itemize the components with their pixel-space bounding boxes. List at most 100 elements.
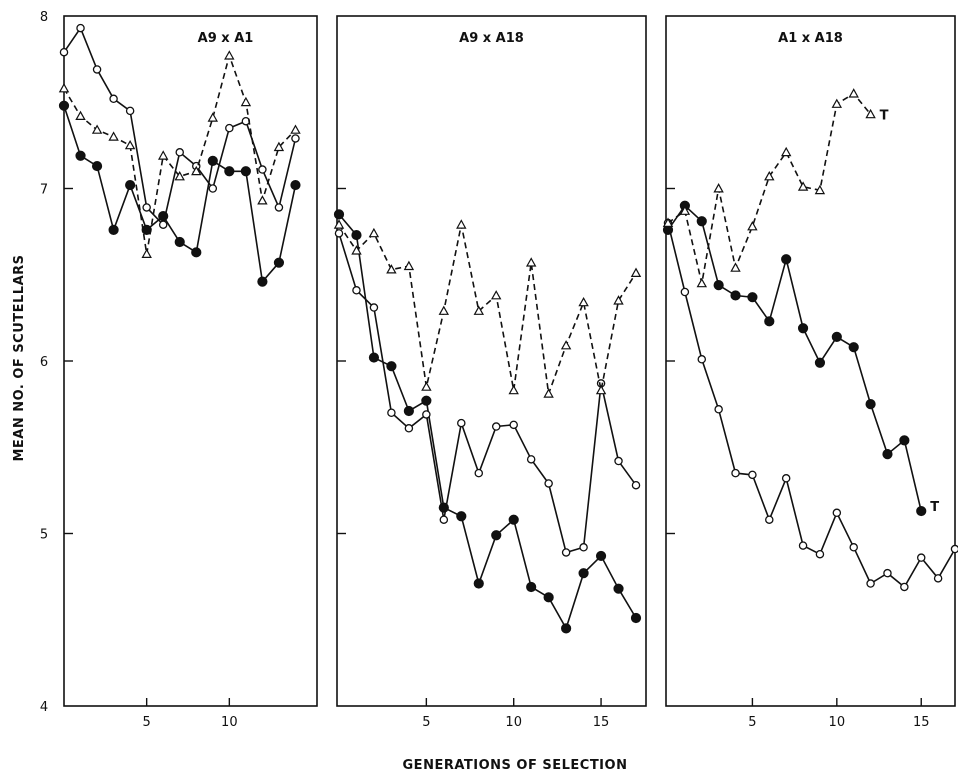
panel-2-series-2-point-6 — [439, 515, 449, 524]
panel-2-series-2-point-0 — [334, 229, 344, 238]
panel-3-series-2-point-16 — [933, 574, 943, 583]
panel-1-series-3-point-8 — [191, 165, 202, 176]
panel-3: 5 10 15 A1 x A18 T T — [662, 15, 958, 730]
panel-1-series-1-point-1 — [75, 150, 86, 161]
panel-2-series-1-point-10 — [508, 514, 519, 525]
panel-3-x-tick-label-15: 15 — [913, 715, 930, 730]
panel-2-series-2-point-7 — [457, 418, 466, 428]
panel-1-series-2-point-12 — [258, 165, 267, 174]
panel-1-series-1-point-12 — [257, 276, 268, 287]
panel-2-series-1-point-8 — [473, 578, 484, 589]
y-tick-label-6: 6 — [40, 355, 48, 370]
panel-3-series-1-point-11 — [848, 342, 859, 353]
panel-3-series-3-point-1 — [679, 205, 691, 215]
x-axis-label: GENERATIONS OF SELECTION — [403, 758, 628, 773]
panel-3-series-3-point-6 — [764, 170, 775, 181]
panel-3-series-3-point-7 — [780, 146, 792, 157]
panel-1-series-1-point-3 — [108, 224, 119, 235]
panel-3-series-1-point-12 — [865, 399, 876, 410]
y-axis-label: MEAN NO. OF SCUTELLARS — [12, 254, 27, 461]
panel-2-series-3-line — [338, 224, 637, 395]
panel-1-series-1-point-11 — [240, 166, 251, 177]
panel-2-series-2-point-13 — [561, 548, 571, 557]
panel-3-series-2-point-7 — [781, 474, 791, 483]
panel-3-series-1-line — [667, 204, 922, 512]
panel-1-series-2-point-2 — [92, 65, 102, 74]
panel-1-series-3-point-6 — [157, 150, 169, 160]
panel-3-frame — [665, 15, 956, 707]
panel-3-series-3-point-5 — [747, 220, 758, 231]
panel-2-series-2-point-4 — [404, 424, 414, 433]
panel-2-series-2-point-11 — [526, 455, 536, 464]
panel-2-series-2-point-3 — [387, 408, 396, 417]
panel-2-series-3-point-15 — [595, 384, 607, 395]
panel-2-series-1-point-14 — [578, 568, 589, 579]
panel-1-series-3-point-10 — [224, 50, 235, 60]
panel-2-series-3-point-9 — [490, 290, 502, 300]
panel-3-series-3-point-11 — [848, 88, 859, 98]
panel-3-series-1-point-14 — [899, 435, 910, 446]
panel-2: 5 10 15 A9 x A18 — [333, 15, 647, 730]
panel-3-x-tick-label-5: 5 — [748, 715, 756, 730]
panel-1-series-2-point-6 — [158, 220, 168, 229]
panel-3-series-3-line — [667, 92, 872, 284]
panel-2-series-1-point-1 — [351, 229, 362, 241]
panel-2-x-tick-label-15: 15 — [593, 715, 610, 730]
panel-1-series-1-point-14 — [290, 179, 301, 191]
panel-1-series-2-line — [63, 26, 297, 227]
panel-1-series-1-point-10 — [224, 166, 235, 177]
panel-3-series-2-point-11 — [849, 543, 858, 552]
panel-3-series-2-point-10 — [832, 508, 842, 518]
panel-1-series-1-point-7 — [174, 236, 185, 248]
panel-2-series-1-point-13 — [561, 623, 572, 634]
panel-2-series-1-line — [338, 213, 637, 631]
panel-2-series-2-point-12 — [544, 479, 553, 488]
panel-3-series-2-point-13 — [883, 568, 892, 578]
panel-2-series-1-point-2 — [368, 352, 380, 363]
panel-2-series-2-point-2 — [369, 303, 379, 312]
panel-3-x-tick-label-10: 10 — [829, 715, 846, 730]
panel-1-series-2-point-7 — [175, 148, 184, 157]
panel-3-series-3-point-4 — [730, 262, 741, 272]
panel-2-series-2-point-10 — [509, 420, 518, 430]
panel-3-series-1-point-10 — [831, 331, 842, 342]
panel-1-series-2-point-0 — [59, 47, 69, 57]
panel-3-series-2-point-4 — [731, 468, 740, 478]
panel-3-series-1-point-9 — [814, 357, 826, 368]
panel-1-series-3-point-12 — [257, 195, 268, 205]
panel-1: 5 10 A9 x A1 — [58, 15, 318, 730]
panel-2-series-1-point-0 — [333, 209, 345, 220]
panel-3-series-1-point-13 — [882, 449, 893, 460]
panel-1-x-tick-label-5: 5 — [143, 715, 151, 730]
panel-2-series-1-point-7 — [456, 511, 467, 522]
panel-3-series-1-point-8 — [797, 323, 809, 334]
y-tick-label-8: 8 — [40, 10, 48, 25]
y-tick-label-5: 5 — [40, 528, 48, 543]
panel-1-series-3-point-14 — [290, 124, 301, 134]
panel-3-annotation-2: T — [930, 500, 939, 515]
panel-3-series-3-point-8 — [797, 181, 809, 191]
panel-1-series-3-point-13 — [273, 141, 285, 152]
marks-layer: 5 10 A9 x A1 5 10 15 A9 x A18 5 10 15 A1 x A18 T T — [58, 15, 958, 730]
panel-2-series-3-point-16 — [613, 295, 624, 305]
axes-layer: 4 5 6 7 8 — [40, 10, 48, 715]
panel-1-series-2-point-13 — [274, 203, 284, 212]
panel-3-series-2-point-5 — [748, 470, 757, 480]
panel-2-series-3-point-1 — [351, 245, 362, 255]
panel-1-series-2-point-4 — [125, 106, 135, 116]
panel-2-x-tick-label-10: 10 — [505, 715, 522, 730]
panel-2-series-3-point-14 — [578, 296, 589, 307]
panel-3-series-2-line — [667, 222, 956, 589]
panel-1-series-2-point-9 — [208, 184, 218, 193]
panel-3-series-3-point-10 — [831, 98, 843, 108]
panel-3-series-2-point-3 — [714, 405, 723, 414]
panel-2-series-2-point-14 — [579, 543, 588, 552]
panel-3-series-1-point-4 — [730, 290, 741, 301]
panel-3-title: A1 x A18 — [778, 31, 843, 46]
panel-3-series-1-point-3 — [713, 280, 724, 291]
panel-3-series-2-point-6 — [765, 515, 774, 524]
panel-2-series-1-point-16 — [613, 583, 624, 594]
panel-2-series-3-point-5 — [421, 381, 432, 391]
panel-1-series-3-point-11 — [240, 96, 252, 107]
panel-2-series-2-point-5 — [422, 410, 431, 419]
